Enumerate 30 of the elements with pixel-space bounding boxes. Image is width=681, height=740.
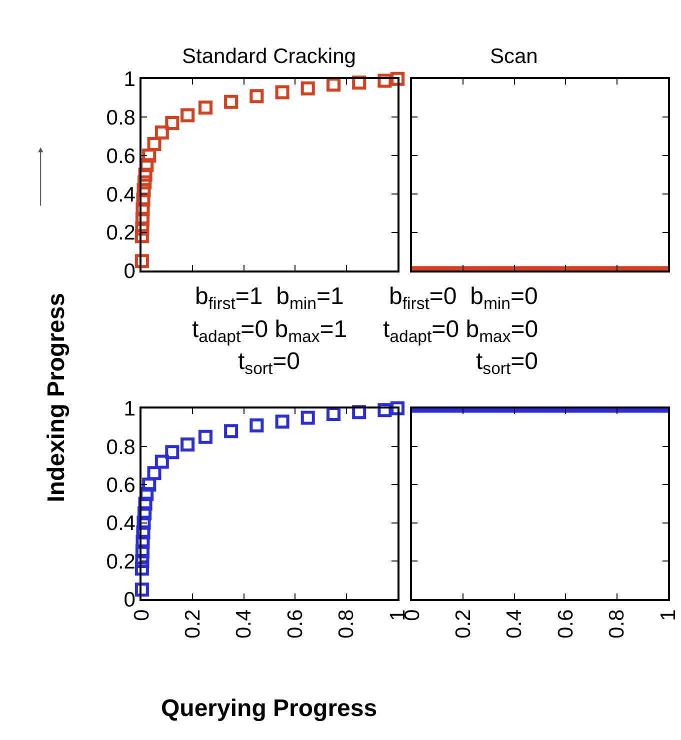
x-tick-label: 0.2: [452, 609, 476, 638]
x-tick-label: 0.6: [284, 609, 307, 638]
y-tick-label: 0.4: [106, 512, 136, 536]
y-tick-label: 0.2: [106, 550, 136, 574]
x-tick-label: 0.8: [335, 609, 358, 638]
x-tick-label: 1: [656, 609, 680, 621]
y-tick-label: 0.8: [106, 436, 136, 459]
y-tick-label: 0.8: [106, 106, 136, 130]
x-tick-label: 0.2: [181, 609, 204, 638]
text: b$_{first}$=1 b$_{min}$=1: [195, 283, 344, 314]
x-tick-label: 0.4: [232, 608, 256, 638]
y-tick-label: 0: [124, 260, 136, 284]
y-tick-label: 0.2: [106, 222, 136, 245]
y-tick-label: 0.4: [106, 183, 136, 206]
x-tick-label: 0.6: [554, 609, 578, 638]
chart-title: Scan: [490, 45, 538, 68]
text: t$_{adapt}$=0 b$_{max}$=0: [383, 316, 538, 346]
y-axis-title: Indexing Progress: [42, 292, 70, 502]
y-tick-label: 0.6: [106, 474, 136, 497]
text: t$_{sort}$=0: [476, 348, 538, 378]
y-tick-label: 1: [124, 398, 136, 421]
chart-title: Standard Cracking: [182, 45, 356, 68]
text: b$_{first}$=0 b$_{min}$=0: [389, 283, 538, 314]
y-tick-label: 0.6: [106, 144, 136, 168]
y-tick-label: 1: [124, 68, 136, 92]
text: t$_{adapt}$=0 b$_{max}$=1: [192, 316, 348, 346]
x-axis-title: Querying Progress: [161, 695, 378, 722]
x-tick-label: 0.8: [606, 609, 629, 638]
text: t$_{sort}$=0: [238, 348, 300, 378]
x-tick-label: 0.4: [503, 608, 526, 638]
